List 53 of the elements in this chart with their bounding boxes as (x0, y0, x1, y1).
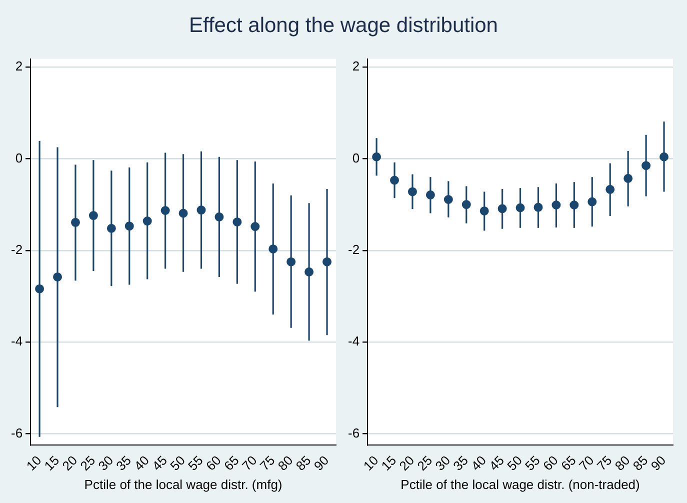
x-tick-label: 55 (185, 452, 206, 474)
point (660, 152, 669, 162)
point (444, 194, 453, 204)
point (462, 200, 471, 210)
y-tick-label: -2 (10, 242, 23, 257)
point (516, 203, 525, 212)
x-tick-label: 45 (149, 452, 170, 474)
x-axis-title: Pctile of the local wage distr. (mfg) (84, 476, 282, 492)
point (606, 184, 615, 194)
point (268, 244, 278, 254)
point (178, 208, 188, 218)
y-tick-label: -6 (10, 425, 23, 440)
point (214, 212, 224, 222)
point (250, 222, 260, 232)
point (408, 187, 417, 196)
point (588, 197, 597, 206)
point (642, 161, 651, 170)
y-tick-label: 0 (15, 150, 23, 166)
point (552, 200, 561, 210)
point (70, 218, 80, 227)
point (196, 206, 206, 215)
chart-title: Effect along the wage distribution (188, 14, 499, 38)
point (534, 202, 543, 212)
point (304, 267, 314, 276)
y-tick-label: -4 (10, 334, 23, 349)
point (286, 257, 296, 266)
point (426, 190, 435, 200)
x-axis-title: Pctile of the local wage distr. (non-traded) (400, 476, 640, 492)
x-tick-label: 55 (522, 452, 543, 474)
point (480, 206, 489, 216)
y-tick-label: -4 (348, 334, 360, 349)
point (106, 224, 116, 233)
y-tick-label: 0 (352, 150, 360, 166)
point (232, 217, 242, 226)
y-tick-label: 2 (352, 58, 360, 74)
point (88, 211, 98, 220)
point (35, 284, 44, 294)
point (322, 257, 332, 266)
x-tick-label: 50 (504, 452, 525, 474)
y-tick-label: -6 (348, 425, 360, 440)
point (498, 204, 507, 214)
point (390, 176, 400, 185)
y-tick-label: -2 (348, 242, 360, 257)
point (372, 152, 382, 162)
point (160, 206, 170, 215)
point (142, 216, 152, 226)
point (53, 272, 62, 282)
point (570, 200, 579, 210)
x-tick-label: 45 (486, 452, 507, 474)
point (624, 174, 633, 183)
x-tick-label: 50 (167, 452, 188, 474)
point (124, 222, 134, 231)
y-tick-label: 2 (15, 58, 23, 74)
